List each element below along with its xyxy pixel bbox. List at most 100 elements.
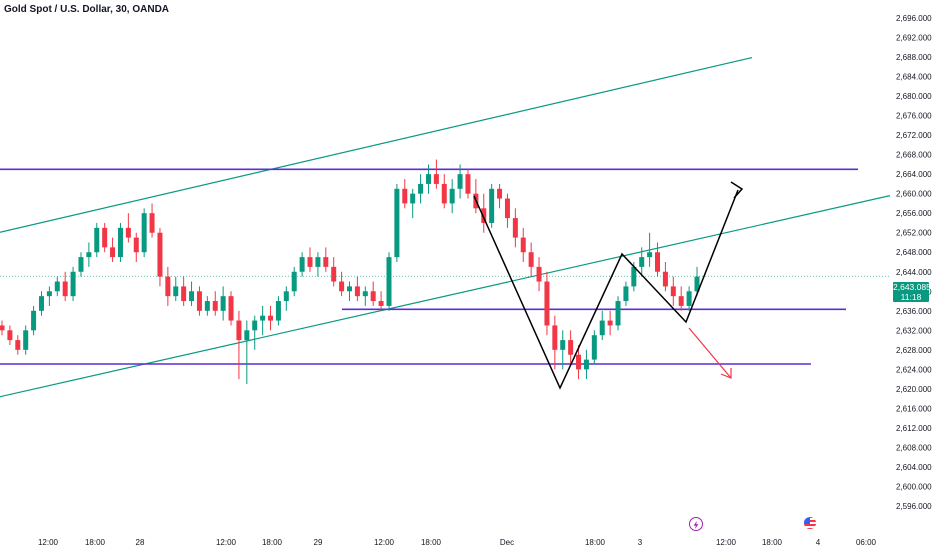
candle-body: [86, 252, 92, 258]
x-tick-label: 12:00: [716, 538, 737, 547]
candle-body: [520, 237, 526, 253]
candle-body: [457, 174, 463, 189]
y-tick-label: 2,604.000: [896, 463, 932, 472]
candle-body: [212, 301, 218, 311]
candle-body: [615, 301, 621, 326]
candle-body: [425, 174, 431, 184]
candle-body: [133, 237, 139, 253]
last-price-value: 2,643.085: [893, 282, 931, 292]
candle-body: [189, 291, 195, 302]
y-tick-label: 2,660.000: [896, 190, 932, 199]
y-tick-label: 2,636.000: [896, 307, 932, 316]
candle-body: [70, 271, 76, 297]
candle-body: [378, 301, 384, 306]
candle-body: [165, 276, 171, 297]
candle-body: [323, 257, 329, 267]
y-tick-label: 2,632.000: [896, 326, 932, 335]
candle-body: [599, 320, 605, 336]
candle-body: [370, 291, 376, 302]
lightning-icon[interactable]: [689, 517, 703, 531]
y-tick-label: 2,644.000: [896, 268, 932, 277]
y-tick-label: 2,668.000: [896, 151, 932, 160]
y-tick-label: 2,624.000: [896, 365, 932, 374]
candle-body: [331, 266, 337, 282]
candle-body: [623, 286, 629, 302]
candle-body: [220, 296, 226, 311]
candle-body: [54, 281, 60, 292]
candle-body: [307, 257, 313, 267]
candle-body: [441, 183, 447, 204]
candle-body: [315, 257, 321, 267]
candle-body: [662, 271, 668, 287]
candle-body: [0, 325, 5, 331]
candle-body: [354, 286, 360, 297]
x-tick-label: 4: [816, 538, 821, 547]
y-tick-label: 2,648.000: [896, 248, 932, 257]
candle-body: [449, 188, 455, 204]
candle-body: [670, 286, 676, 297]
candle-body: [489, 188, 495, 223]
candle-body: [481, 208, 487, 223]
candle-body: [94, 227, 100, 253]
candle-body: [236, 320, 242, 341]
candle-body: [497, 188, 503, 199]
candle-body: [339, 281, 345, 292]
candle-body: [560, 340, 566, 350]
candle-body: [31, 310, 37, 331]
y-tick-label: 2,596.000: [896, 502, 932, 511]
candle-body: [125, 227, 131, 238]
candle-body: [7, 330, 13, 341]
candle-body: [536, 266, 542, 282]
candle-body: [576, 354, 582, 370]
candle-body: [386, 257, 392, 306]
candle-body: [568, 340, 574, 355]
candle-body: [275, 301, 281, 321]
x-tick-label: 06:00: [856, 538, 877, 547]
candle-body: [639, 257, 645, 267]
y-tick-label: 2,628.000: [896, 346, 932, 355]
y-tick-label: 2,612.000: [896, 424, 932, 433]
candle-body: [347, 286, 352, 292]
candle-body: [607, 320, 613, 326]
candle-body: [23, 330, 29, 350]
y-tick-label: 2,692.000: [896, 34, 932, 43]
projection-path-bullish: [473, 189, 739, 390]
candle-body: [583, 359, 589, 370]
candle-body: [268, 315, 274, 321]
candle-body: [410, 193, 416, 204]
candle-body: [591, 335, 597, 360]
y-tick-label: 2,608.000: [896, 443, 932, 452]
y-tick-label: 2,664.000: [896, 170, 932, 179]
channel-lower-line: [0, 195, 891, 398]
x-tick-label: 3: [638, 538, 643, 547]
y-tick-label: 2,684.000: [896, 73, 932, 82]
projection-arrowhead-bearish: [720, 368, 732, 379]
x-tick-label: 18:00: [585, 538, 606, 547]
candle-body: [157, 232, 163, 277]
projection-path-bearish: [688, 327, 732, 379]
y-tick-label: 2,696.000: [896, 14, 932, 23]
candle-body: [544, 281, 550, 326]
us-flag-icon[interactable]: [804, 517, 816, 529]
y-tick-label: 2,656.000: [896, 209, 932, 218]
candle-body: [362, 291, 368, 297]
x-tick-label: 12:00: [374, 538, 395, 547]
x-tick-label: 29: [314, 538, 323, 547]
candle-body: [252, 320, 258, 331]
x-tick-label: 18:00: [762, 538, 783, 547]
candle-body: [260, 315, 266, 321]
candle-body: [655, 252, 661, 272]
last-price-tag: 2,643.085 11:18: [893, 282, 931, 302]
candle-body: [686, 291, 692, 306]
x-tick-label: 28: [136, 538, 145, 547]
candle-body: [299, 257, 305, 272]
candle-body: [418, 183, 424, 194]
y-tick-label: 2,676.000: [896, 112, 932, 121]
candle-body: [62, 281, 68, 297]
candle-body: [141, 213, 147, 253]
x-tick-label: 18:00: [421, 538, 442, 547]
candle-body: [394, 188, 400, 258]
candle-body: [149, 213, 155, 233]
candle-body: [196, 291, 202, 311]
